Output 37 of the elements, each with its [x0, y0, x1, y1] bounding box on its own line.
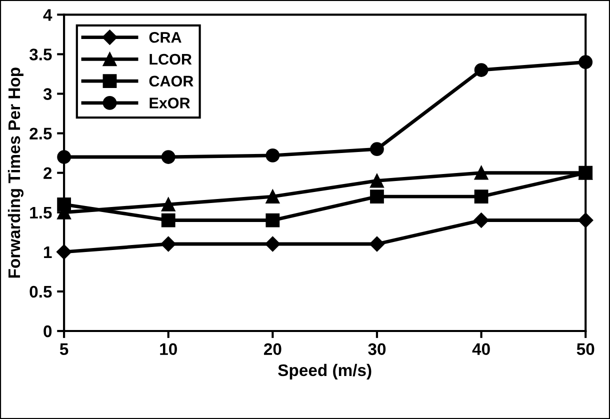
point	[369, 236, 385, 252]
point	[266, 148, 280, 162]
y-tick-label: 3	[43, 88, 52, 100]
point	[265, 236, 280, 252]
point	[370, 142, 384, 156]
point	[370, 174, 384, 188]
y-tick-label: 1.5	[30, 206, 52, 219]
point	[474, 166, 488, 180]
x-tick-label: 20	[264, 343, 282, 356]
point	[161, 150, 176, 164]
point	[161, 213, 176, 228]
point	[266, 190, 280, 204]
legend-label: ExOR	[150, 98, 190, 108]
point	[370, 190, 384, 204]
legend-label: CAOR	[149, 76, 194, 87]
x-tick-label: 30	[368, 343, 386, 356]
point	[161, 198, 176, 212]
y-tick-label: 2	[44, 167, 52, 179]
x-tick-label: 10	[160, 343, 177, 356]
x-axis-title: Speed (m/s)	[278, 364, 372, 380]
y-tick-label: 4	[43, 9, 52, 21]
y-tick-label: 3.5	[29, 48, 52, 60]
point	[160, 236, 176, 252]
x-tick-label: 50	[576, 343, 594, 356]
legend-label: LCOR	[150, 54, 192, 65]
x-tick-label: 40	[472, 343, 490, 356]
point	[474, 190, 488, 204]
y-tick-label: 0.5	[30, 286, 52, 298]
y-tick-label: 0	[44, 325, 52, 338]
point	[474, 63, 488, 77]
point	[266, 213, 280, 228]
point	[474, 212, 489, 228]
x-tick-label: 5	[60, 343, 68, 356]
legend-label: CRA	[149, 32, 182, 43]
y-tick-label: 2.5	[30, 128, 52, 140]
y-axis-title: Forwarding Times Per Hop	[8, 68, 24, 278]
y-tick-label: 1	[44, 246, 52, 258]
